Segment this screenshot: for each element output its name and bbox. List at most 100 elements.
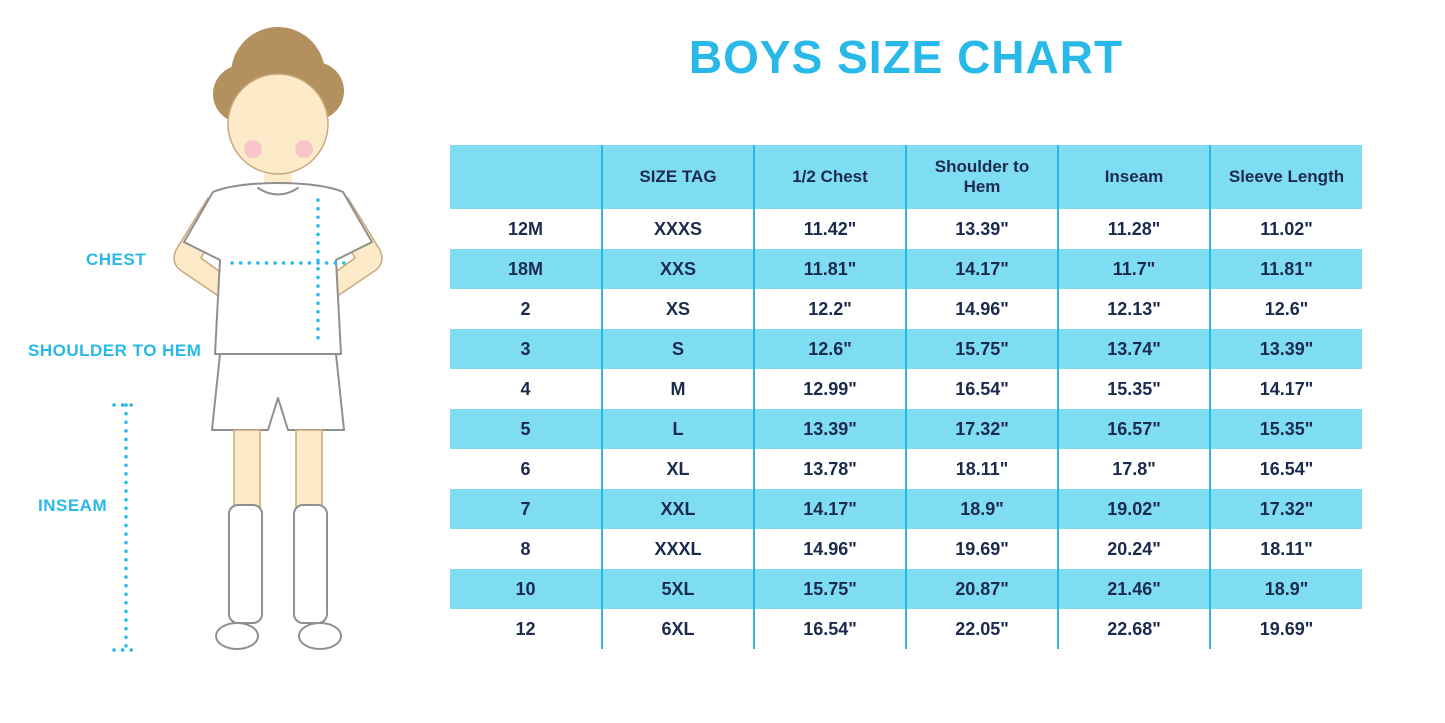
table-cell: 17.8" xyxy=(1057,449,1210,489)
table-row: 12 6XL 16.54" 22.05" 22.68" 19.69" xyxy=(450,609,1362,649)
table-cell: 12 xyxy=(515,618,536,639)
boy-face xyxy=(227,73,329,175)
table-cell: 11.42" xyxy=(753,209,906,249)
table-cell: 14.17" xyxy=(1209,369,1362,409)
table-cell: 3 xyxy=(520,338,531,359)
table-cell: 8 xyxy=(520,538,531,559)
table-cell: 15.75" xyxy=(753,569,906,609)
table-cell: 17.32" xyxy=(905,409,1058,449)
page-title: BOYS SIZE CHART xyxy=(688,31,1124,83)
table-cell: 13.39" xyxy=(753,409,906,449)
inseam-label: INSEAM xyxy=(38,496,108,515)
table-row: 12M XXXS 11.42" 13.39" 11.28" 11.02" xyxy=(450,209,1362,249)
table-cell: 12.13" xyxy=(1057,289,1210,329)
table-cell: 13.39" xyxy=(1209,329,1362,369)
table-cell: 4 xyxy=(520,378,531,399)
table-cell: 6 xyxy=(520,458,531,479)
column-header: Sleeve Length xyxy=(1209,145,1362,209)
boy-right-sock xyxy=(293,504,328,624)
table-cell: 19.69" xyxy=(1209,609,1362,649)
boy-shorts xyxy=(211,353,345,431)
table-cell: 14.96" xyxy=(753,529,906,569)
table-cell: 11.7" xyxy=(1057,249,1210,289)
table-row: 6 XL 13.78" 18.11" 17.8" 16.54" xyxy=(450,449,1362,489)
table-row: 5 L 13.39" 17.32" 16.57" 15.35" xyxy=(450,409,1362,449)
size-table: SIZE TAG 1/2 Chest Shoulder to Hem Inseam Sl… xyxy=(450,145,1362,649)
chest-label: CHEST xyxy=(86,250,147,269)
table-cell: XS xyxy=(601,289,754,329)
table-row: 7 XXL 14.17" 18.9" 19.02" 17.32" xyxy=(450,489,1362,529)
table-cell: S xyxy=(601,329,754,369)
table-cell: 12.99" xyxy=(753,369,906,409)
table-cell: 14.17" xyxy=(753,489,906,529)
table-cell: 19.02" xyxy=(1057,489,1210,529)
table-cell: XXXS xyxy=(601,209,754,249)
table-cell: 18.11" xyxy=(1209,529,1362,569)
table-row: 3 S 12.6" 15.75" 13.74" 13.39" xyxy=(450,329,1362,369)
boy-left-leg xyxy=(233,429,261,516)
table-cell: 18.9" xyxy=(1209,569,1362,609)
table-cell: 11.81" xyxy=(753,249,906,289)
table-cell: 19.69" xyxy=(905,529,1058,569)
table-cell: 11.81" xyxy=(1209,249,1362,289)
table-cell: 16.54" xyxy=(905,369,1058,409)
column-header: 1/2 Chest xyxy=(753,145,906,209)
table-cell: 13.74" xyxy=(1057,329,1210,369)
table-row: 10 5XL 15.75" 20.87" 21.46" 18.9" xyxy=(450,569,1362,609)
table-cell: 11.02" xyxy=(1209,209,1362,249)
table-cell: 7 xyxy=(520,498,531,519)
boy-left-sock xyxy=(228,504,263,624)
table-cell: 16.54" xyxy=(1209,449,1362,489)
column-header xyxy=(450,145,602,209)
boy-left-foot xyxy=(215,622,259,650)
tshirt-collar xyxy=(257,187,299,196)
table-header-row: SIZE TAG 1/2 Chest Shoulder to Hem Inseam Sl… xyxy=(450,145,1362,209)
table-cell: 5 xyxy=(520,418,531,439)
table-cell: 18M xyxy=(507,258,543,279)
column-header: SIZE TAG xyxy=(601,145,754,209)
table-cell: XXL xyxy=(601,489,754,529)
table-cell: XL xyxy=(601,449,754,489)
table-cell: 14.17" xyxy=(905,249,1058,289)
table-cell: 2 xyxy=(520,298,531,319)
table-cell: 13.78" xyxy=(753,449,906,489)
table-cell: 6XL xyxy=(601,609,754,649)
table-cell: XXS xyxy=(601,249,754,289)
boy-right-foot xyxy=(298,622,342,650)
table-cell: 11.28" xyxy=(1057,209,1210,249)
shoulder-to-hem-label: SHOULDER TO HEM xyxy=(28,341,202,360)
table-cell: 15.35" xyxy=(1057,369,1210,409)
table-cell: 12.2" xyxy=(753,289,906,329)
table-cell: 22.05" xyxy=(905,609,1058,649)
table-cell: 20.24" xyxy=(1057,529,1210,569)
table-row: 4 M 12.99" 16.54" 15.35" 14.17" xyxy=(450,369,1362,409)
table-cell: 12M xyxy=(507,218,543,239)
blush-left xyxy=(244,140,262,158)
table-cell: 16.54" xyxy=(753,609,906,649)
blush-right xyxy=(295,140,313,158)
table-cell: 18.9" xyxy=(905,489,1058,529)
table-cell: 13.39" xyxy=(905,209,1058,249)
boy-right-leg xyxy=(295,429,323,516)
column-header: Shoulder to Hem xyxy=(905,145,1058,209)
table-row: 2 XS 12.2" 14.96" 12.13" 12.6" xyxy=(450,289,1362,329)
table-cell: XXXL xyxy=(601,529,754,569)
table-cell: 17.32" xyxy=(1209,489,1362,529)
table-cell: M xyxy=(601,369,754,409)
table-cell: 5XL xyxy=(601,569,754,609)
table-cell: 15.75" xyxy=(905,329,1058,369)
size-table-body: 12M XXXS 11.42" 13.39" 11.28" 11.02" 18M XXS 11.… xyxy=(450,209,1362,649)
column-header: Inseam xyxy=(1057,145,1210,209)
boy-illustration: CHEST SHOULDER TO HEM INSEAM xyxy=(0,0,460,723)
size-table-container: SIZE TAG 1/2 Chest Shoulder to Hem Inseam Sl… xyxy=(450,145,1362,649)
table-cell: 12.6" xyxy=(1209,289,1362,329)
table-cell: 10 xyxy=(515,578,536,599)
table-cell: 18.11" xyxy=(905,449,1058,489)
table-cell: 12.6" xyxy=(753,329,906,369)
table-cell: 20.87" xyxy=(905,569,1058,609)
table-row: 8 XXXL 14.96" 19.69" 20.24" 18.11" xyxy=(450,529,1362,569)
table-row: 18M XXS 11.81" 14.17" 11.7" 11.81" xyxy=(450,249,1362,289)
table-cell: 15.35" xyxy=(1209,409,1362,449)
table-cell: 21.46" xyxy=(1057,569,1210,609)
